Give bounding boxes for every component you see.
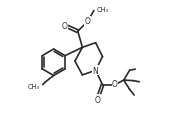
Text: O: O: [62, 22, 68, 31]
Text: CH₃: CH₃: [27, 83, 39, 89]
Text: O: O: [85, 17, 90, 26]
Text: O: O: [95, 95, 101, 104]
Text: N: N: [93, 66, 98, 75]
Text: CH₃: CH₃: [97, 7, 109, 13]
Text: O: O: [112, 79, 118, 88]
